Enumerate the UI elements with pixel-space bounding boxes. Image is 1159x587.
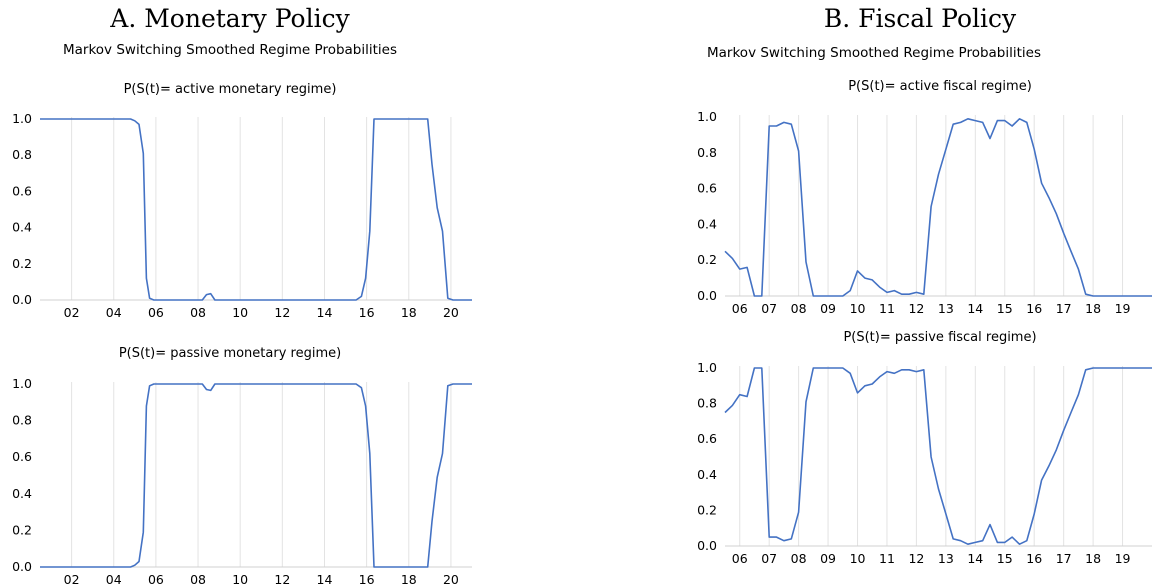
mon_passive-ytick-label: 0.6 — [12, 449, 32, 464]
chart-title-fis-active: P(S(t)= active fiscal regime) — [848, 79, 1032, 94]
mon_active-ytick-label: 0.2 — [12, 256, 32, 271]
mon_active-xtick-label: 16 — [359, 305, 375, 320]
fis_active-xtick-label: 19 — [1115, 301, 1131, 316]
fis_passive-xtick-label: 09 — [820, 551, 836, 566]
fis_active-ytick-label: 0.2 — [697, 252, 717, 267]
fis_passive-ytick-label: 0.8 — [697, 396, 717, 411]
chart-title-fis-passive: P(S(t)= passive fiscal regime) — [843, 330, 1037, 345]
fis_passive-xtick-label: 13 — [938, 551, 954, 566]
mon_active-xtick-label: 02 — [64, 305, 80, 320]
fis_passive-xtick-label: 19 — [1115, 551, 1131, 566]
fis_passive-series-line — [724, 367, 1152, 546]
fis_passive-xtick-label: 12 — [908, 551, 924, 566]
fis_active-ytick-label: 0.4 — [697, 216, 717, 231]
fis_active-xtick-label: 09 — [820, 301, 836, 316]
chart-title-mon-passive: P(S(t)= passive monetary regime) — [118, 346, 342, 361]
fis_passive-ytick-label: 0.6 — [697, 431, 717, 446]
mon_passive-ytick-label: 0.0 — [12, 559, 32, 574]
mon_active-xtick-label: 06 — [148, 305, 164, 320]
mon_passive-ytick-label: 0.4 — [12, 486, 32, 501]
fis_active-xtick-label: 11 — [879, 301, 895, 316]
fis_active-ytick-label: 0.8 — [697, 145, 717, 160]
fis_active-xtick-label: 16 — [1026, 301, 1042, 316]
fis_active-ytick-label: 1.0 — [697, 109, 717, 124]
fis_active-ytick-label: 0.6 — [697, 181, 717, 196]
fis_passive-ytick-label: 0.0 — [697, 538, 717, 553]
mon_active-ytick-label: 0.4 — [12, 220, 32, 235]
fis_passive-xtick-label: 08 — [791, 551, 807, 566]
fis_active-xtick-label: 13 — [938, 301, 954, 316]
fiscal-panel-title: B. Fiscal Policy — [823, 4, 1017, 33]
fis_passive-xtick-label: 17 — [1056, 551, 1072, 566]
mon_active-ytick-label: 1.0 — [12, 111, 32, 126]
fis_active-xtick-label: 12 — [908, 301, 924, 316]
fis_passive-ytick-label: 0.4 — [697, 467, 717, 482]
fis_active-xtick-label: 14 — [967, 301, 983, 316]
fis_active-xtick-label: 18 — [1085, 301, 1101, 316]
fis_passive-xtick-label: 15 — [997, 551, 1013, 566]
fis_passive-ytick-label: 0.2 — [697, 502, 717, 517]
fis_passive-xtick-label: 06 — [732, 551, 748, 566]
mon_active-xtick-label: 08 — [190, 305, 206, 320]
mon_passive-xtick-label: 12 — [274, 572, 290, 587]
mon_active-xtick-label: 12 — [274, 305, 290, 320]
mon_active-xtick-label: 10 — [232, 305, 248, 320]
mon_passive-ytick-label: 1.0 — [12, 376, 32, 391]
mon_active-ytick-label: 0.6 — [12, 183, 32, 198]
fis_passive-xtick-label: 14 — [967, 551, 983, 566]
monetary-panel-subtitle: Markov Switching Smoothed Regime Probabi… — [62, 42, 397, 58]
mon_passive-xtick-label: 10 — [232, 572, 248, 587]
mon_passive-xtick-label: 04 — [106, 572, 122, 587]
fis_passive-xtick-label: 10 — [850, 551, 866, 566]
mon_passive-ytick-label: 0.2 — [12, 522, 32, 537]
fiscal-panel-subtitle: Markov Switching Smoothed Regime Probabi… — [707, 45, 1042, 61]
mon_passive-ytick-label: 0.8 — [12, 413, 32, 428]
mon_passive-xtick-label: 08 — [190, 572, 206, 587]
mon_active-ytick-label: 0.0 — [12, 292, 32, 307]
fis_active-series-line — [724, 118, 1152, 297]
fis_passive-xtick-label: 07 — [761, 551, 777, 566]
chart-title-mon-active: P(S(t)= active monetary regime) — [123, 82, 337, 97]
monetary-panel-title: A. Monetary Policy — [110, 4, 350, 33]
mon_passive-xtick-label: 16 — [359, 572, 375, 587]
mon_passive-series-line — [40, 383, 472, 568]
fis_active-xtick-label: 08 — [791, 301, 807, 316]
mon_passive-xtick-label: 18 — [401, 572, 417, 587]
fis_active-xtick-label: 17 — [1056, 301, 1072, 316]
mon_passive-xtick-label: 02 — [64, 572, 80, 587]
mon_active-ytick-label: 0.8 — [12, 147, 32, 162]
fis_passive-ytick-label: 1.0 — [697, 360, 717, 375]
mon_active-series-line — [40, 118, 472, 301]
fis_active-ytick-label: 0.0 — [697, 288, 717, 303]
fis_active-xtick-label: 06 — [732, 301, 748, 316]
fis_passive-xtick-label: 16 — [1026, 551, 1042, 566]
fis_passive-xtick-label: 18 — [1085, 551, 1101, 566]
mon_passive-xtick-label: 06 — [148, 572, 164, 587]
mon_active-xtick-label: 14 — [317, 305, 333, 320]
fis_active-xtick-label: 10 — [850, 301, 866, 316]
mon_active-xtick-label: 18 — [401, 305, 417, 320]
fis_active-xtick-label: 15 — [997, 301, 1013, 316]
mon_active-xtick-label: 04 — [106, 305, 122, 320]
mon_passive-xtick-label: 20 — [443, 572, 459, 587]
mon_active-xtick-label: 20 — [443, 305, 459, 320]
fis_active-xtick-label: 07 — [761, 301, 777, 316]
fis_passive-xtick-label: 11 — [879, 551, 895, 566]
mon_passive-xtick-label: 14 — [317, 572, 333, 587]
